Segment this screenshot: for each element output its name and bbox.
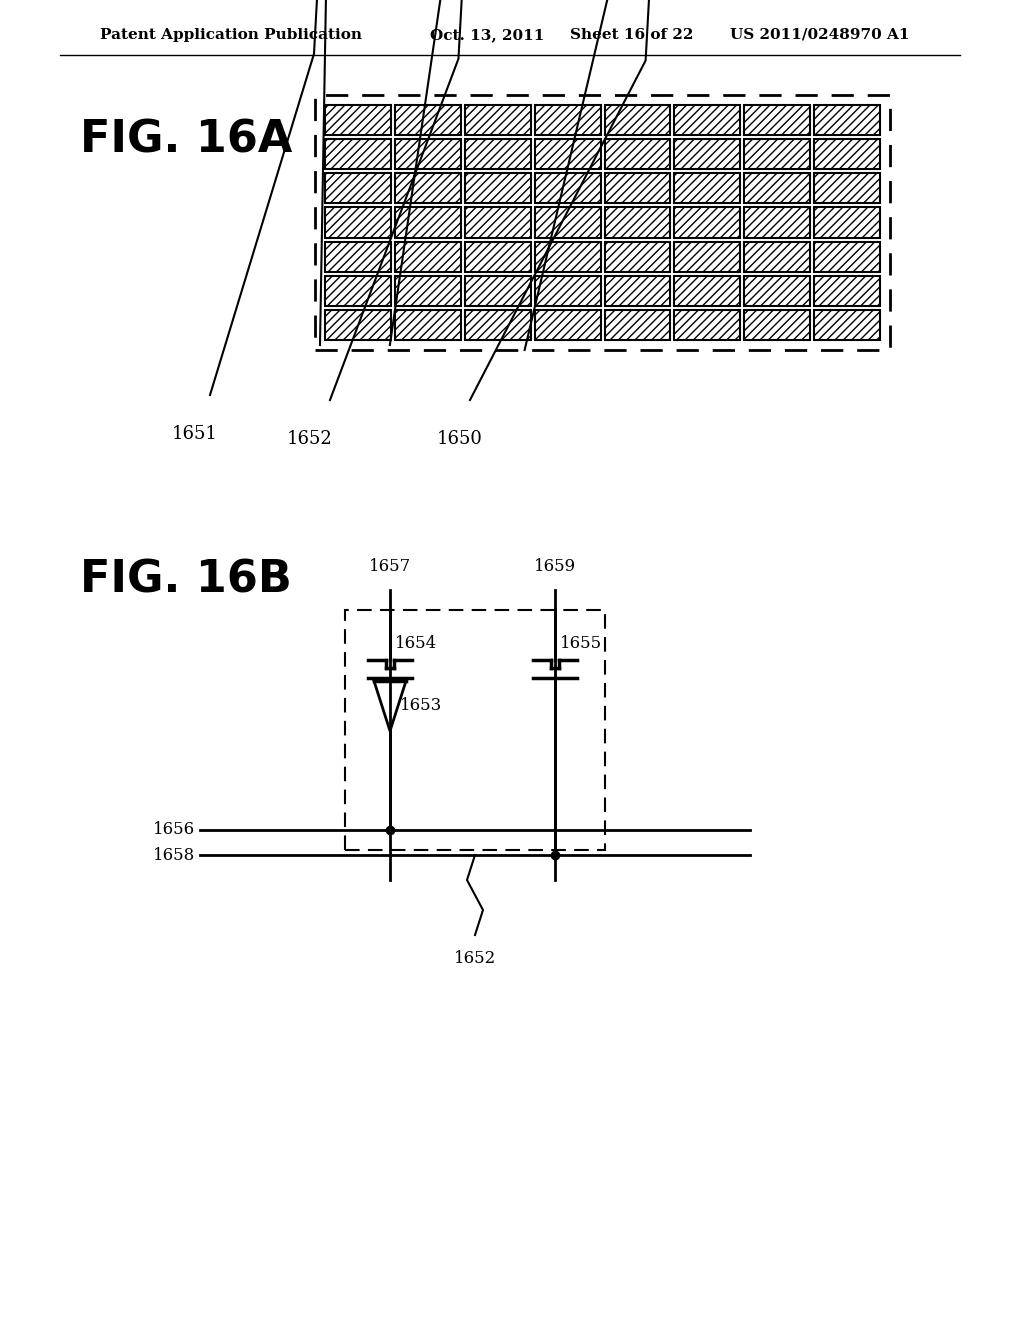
Text: 1654: 1654 [395, 635, 437, 652]
Text: US 2011/0248970 A1: US 2011/0248970 A1 [730, 28, 909, 42]
Bar [535, 310, 600, 341]
Bar [744, 139, 810, 169]
Bar [465, 106, 530, 135]
Bar [604, 276, 671, 306]
Bar [465, 173, 530, 203]
Bar [744, 173, 810, 203]
Bar [535, 106, 600, 135]
Bar [535, 207, 600, 238]
Bar [744, 276, 810, 306]
Bar [465, 276, 530, 306]
Bar [395, 207, 461, 238]
Bar [675, 207, 740, 238]
Bar [535, 242, 600, 272]
Bar [465, 139, 530, 169]
Bar [325, 173, 391, 203]
Bar [814, 106, 880, 135]
Bar [604, 173, 671, 203]
Bar [395, 242, 461, 272]
Bar [325, 207, 391, 238]
Bar [465, 207, 530, 238]
Bar [325, 139, 391, 169]
Bar [325, 242, 391, 272]
Bar [744, 106, 810, 135]
Bar [814, 276, 880, 306]
Bar [604, 310, 671, 341]
Text: FIG. 16B: FIG. 16B [80, 558, 292, 602]
Bar [535, 276, 600, 306]
Bar [675, 106, 740, 135]
Bar [744, 310, 810, 341]
Bar [604, 242, 671, 272]
Text: 1651: 1651 [172, 425, 218, 444]
Text: 1657: 1657 [369, 558, 411, 576]
Bar [345, 610, 605, 850]
Text: 1650: 1650 [437, 430, 483, 447]
Polygon shape [374, 681, 406, 731]
Bar [315, 95, 890, 350]
Bar [465, 310, 530, 341]
Bar [675, 310, 740, 341]
Bar [814, 207, 880, 238]
Bar [395, 276, 461, 306]
Bar [675, 276, 740, 306]
Text: 1658: 1658 [153, 846, 195, 863]
Bar [465, 242, 530, 272]
Bar [535, 173, 600, 203]
Bar [325, 106, 391, 135]
Text: Patent Application Publication: Patent Application Publication [100, 28, 362, 42]
Bar [395, 139, 461, 169]
Bar [395, 106, 461, 135]
Bar [675, 242, 740, 272]
Text: Sheet 16 of 22: Sheet 16 of 22 [570, 28, 693, 42]
Bar [744, 242, 810, 272]
Text: Oct. 13, 2011: Oct. 13, 2011 [430, 28, 545, 42]
Text: 1653: 1653 [400, 697, 442, 714]
Bar [604, 139, 671, 169]
Bar [814, 310, 880, 341]
Bar [325, 310, 391, 341]
Bar [814, 173, 880, 203]
Bar [814, 139, 880, 169]
Bar [395, 173, 461, 203]
Bar [535, 139, 600, 169]
Text: 1652: 1652 [454, 950, 496, 968]
Text: 1659: 1659 [534, 558, 577, 576]
Bar [604, 207, 671, 238]
Text: 1656: 1656 [153, 821, 195, 838]
Text: 1655: 1655 [560, 635, 602, 652]
Bar [675, 173, 740, 203]
Bar [325, 276, 391, 306]
Bar [814, 242, 880, 272]
Bar [395, 310, 461, 341]
Text: 1652: 1652 [287, 430, 333, 447]
Bar [675, 139, 740, 169]
Bar [744, 207, 810, 238]
Bar [604, 106, 671, 135]
Text: FIG. 16A: FIG. 16A [80, 119, 293, 161]
